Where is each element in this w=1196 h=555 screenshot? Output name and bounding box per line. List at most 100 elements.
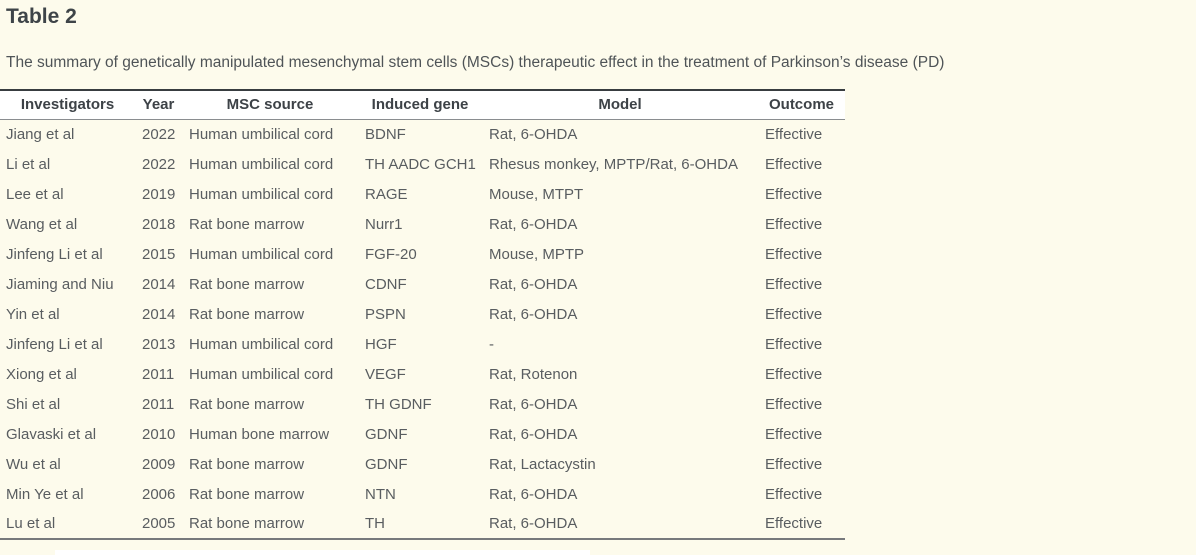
summary-table: Investigators Year MSC source Induced gene M… xyxy=(0,89,845,540)
table-cell: Wu et al xyxy=(6,455,61,473)
table-cell: Rat, 6-OHDA xyxy=(489,425,578,443)
table-cell: Rat bone marrow xyxy=(189,395,305,413)
table-cell: 2018 xyxy=(142,215,176,233)
table-cell: Glavaski et al xyxy=(6,425,97,443)
table-cell: TH GDNF xyxy=(365,395,432,413)
column-header-outcome: Outcome xyxy=(758,90,845,120)
table-cell: Li et al xyxy=(6,155,51,173)
table-row: Wu et al 2009 Rat bone marrow GDNF Rat, Lact… xyxy=(0,449,845,479)
table-cell: TH xyxy=(365,515,385,532)
table-cell: 2011 xyxy=(142,395,175,413)
table-cell: Rat, Lactacystin xyxy=(489,455,596,473)
table-cell: Rat, 6-OHDA xyxy=(489,395,578,413)
table-cell: Xiong et al xyxy=(6,365,77,383)
column-header-msc-source: MSC source xyxy=(182,90,358,120)
table-row: Jinfeng Li et al 2013 Human umbilical cord… xyxy=(0,329,845,359)
table-cell: Jiaming and Niu xyxy=(6,275,114,293)
table-row: Wang et al 2018 Rat bone marrow Nurr1 Rat, 6… xyxy=(0,209,845,239)
table-cell: Jiang et al xyxy=(6,125,75,143)
table-cell: BDNF xyxy=(365,125,406,143)
table-cell: Effective xyxy=(765,365,823,383)
table-cell: GDNF xyxy=(365,455,408,473)
table-cell: Effective xyxy=(765,515,823,532)
table-row: Lee et al 2019 Human umbilical cord RAGE Mou… xyxy=(0,179,845,209)
table-cell: Rat, 6-OHDA xyxy=(489,125,578,143)
table-cell: Effective xyxy=(765,125,823,143)
table-cell: Human umbilical cord xyxy=(189,125,334,143)
table-row: Xiong et al 2011 Human umbilical cord VEGF R… xyxy=(0,359,845,389)
table-cell: 2011 xyxy=(142,365,175,383)
table-caption: The summary of genetically manipulated m… xyxy=(6,54,945,71)
table-cell: Effective xyxy=(765,215,823,233)
table-cell: 2009 xyxy=(142,455,176,473)
table-cell: Mouse, MTPT xyxy=(489,185,584,203)
table-body: Jiang et al 2022 Human umbilical cord BDNF R… xyxy=(0,119,845,539)
column-header-model: Model xyxy=(482,90,758,120)
table-cell: Shi et al xyxy=(6,395,61,413)
table-cell: 2022 xyxy=(142,125,176,143)
table-cell: Rat, 6-OHDA xyxy=(489,485,578,503)
table-cell: 2005 xyxy=(142,515,176,532)
table-cell: Rhesus monkey, MPTP/Rat, 6-OHDA xyxy=(489,155,738,173)
table-cell: Effective xyxy=(765,455,823,473)
table-cell: Min Ye et al xyxy=(6,485,84,503)
table-cell: Rat bone marrow xyxy=(189,485,305,503)
table-cell: HGF xyxy=(365,335,397,353)
table-cell: Human umbilical cord xyxy=(189,185,334,203)
table-cell: Human umbilical cord xyxy=(189,335,334,353)
table-cell: Jinfeng Li et al xyxy=(6,335,103,353)
table-cell: Effective xyxy=(765,245,823,263)
table-cell: NTN xyxy=(365,485,396,503)
table-cell: 2013 xyxy=(142,335,176,353)
table-cell: RAGE xyxy=(365,185,408,203)
table-cell: 2015 xyxy=(142,245,176,263)
table-row: Li et al 2022 Human umbilical cord TH AADC … xyxy=(0,149,845,179)
table-cell: Human bone marrow xyxy=(189,425,330,443)
page-title: Table 2 xyxy=(6,5,77,28)
table-row: Jiaming and Niu 2014 Rat bone marrow CDNF Ra… xyxy=(0,269,845,299)
table-cell: Rat bone marrow xyxy=(189,515,305,532)
table-cell: Yin et al xyxy=(6,305,60,323)
table-cell: 2022 xyxy=(142,155,176,173)
table-cell: Effective xyxy=(765,185,823,203)
table-cell: Nurr1 xyxy=(365,215,403,233)
table-cell: FGF-20 xyxy=(365,245,417,263)
table-cell: VEGF xyxy=(365,365,406,383)
table-cell: Lee et al xyxy=(6,185,64,203)
table-row: Glavaski et al 2010 Human bone marrow GDNF R… xyxy=(0,419,845,449)
table-cell: 2014 xyxy=(142,275,176,293)
table-cell: Effective xyxy=(765,275,823,293)
table-cell: Human umbilical cord xyxy=(189,365,334,383)
table-cell: Effective xyxy=(765,155,823,173)
table-cell: GDNF xyxy=(365,425,408,443)
table-cell: Wang et al xyxy=(6,215,78,233)
table-row: Yin et al 2014 Rat bone marrow PSPN Rat, 6-O… xyxy=(0,299,845,329)
table-cell: 2010 xyxy=(142,425,176,443)
table-row: Jiang et al 2022 Human umbilical cord BDNF R… xyxy=(0,119,845,149)
table-cell: Lu et al xyxy=(6,515,56,532)
table-cell: Rat, 6-OHDA xyxy=(489,515,578,532)
table-cell: 2014 xyxy=(142,305,176,323)
header-row: Investigators Year MSC source Induced gene M… xyxy=(0,90,845,120)
table-cell: Effective xyxy=(765,335,823,353)
table-cell: Rat bone marrow xyxy=(189,455,305,473)
column-header-investigators: Investigators xyxy=(0,90,135,120)
table-cell: Rat, 6-OHDA xyxy=(489,215,578,233)
table-row: Jinfeng Li et al 2015 Human umbilical cord… xyxy=(0,239,845,269)
table-cell: Effective xyxy=(765,395,823,413)
table-cell: TH AADC GCH1 xyxy=(365,155,476,173)
table-row: Lu et al 2005 Rat bone marrow TH Rat, 6-OHDA… xyxy=(0,509,845,539)
column-header-year: Year xyxy=(135,90,182,120)
table-cell: 2006 xyxy=(142,485,176,503)
table-row: Shi et al 2011 Rat bone marrow TH GDNF Rat, … xyxy=(0,389,845,419)
table-cell: Rat, Rotenon xyxy=(489,365,578,383)
table-row: Min Ye et al 2006 Rat bone marrow NTN Rat, 6… xyxy=(0,479,845,509)
table-cell: Effective xyxy=(765,485,823,503)
table-cell: Rat bone marrow xyxy=(189,275,305,293)
table-cell: Jinfeng Li et al xyxy=(6,245,103,263)
table-cell: Rat bone marrow xyxy=(189,215,305,233)
column-header-induced-gene: Induced gene xyxy=(358,90,482,120)
table-cell: Human umbilical cord xyxy=(189,155,334,173)
table-cell: Effective xyxy=(765,425,823,443)
table-cell: Rat bone marrow xyxy=(189,305,305,323)
